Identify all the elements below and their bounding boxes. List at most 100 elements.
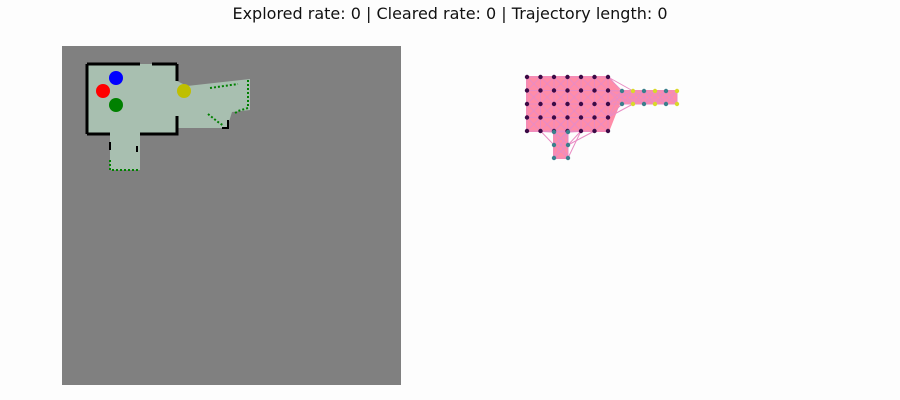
graph-edge (553, 144, 569, 159)
graph-node (565, 74, 570, 80)
graph-node (551, 142, 557, 148)
graph-node (551, 101, 557, 107)
graph-edge (540, 76, 555, 91)
graph-edge (665, 90, 678, 105)
graph-node (641, 101, 647, 107)
graph-node (674, 88, 680, 94)
occupancy-map (62, 46, 401, 385)
graph-edge (621, 90, 645, 105)
graph-node (619, 88, 625, 94)
graph-node (524, 74, 530, 80)
graph-edge (526, 103, 541, 118)
graph-node (652, 101, 658, 107)
graph-edge (594, 90, 609, 105)
graph-node (524, 101, 530, 107)
graph-node (565, 115, 570, 120)
graph-edge (540, 90, 555, 105)
graph-edge (654, 90, 667, 105)
graph-edge (632, 90, 656, 105)
graph-node (652, 88, 658, 94)
graph-node (565, 142, 571, 148)
graph-node (551, 74, 557, 80)
graph-edge (594, 76, 609, 91)
graph-node (592, 101, 597, 107)
graph-node (578, 88, 584, 93)
graph-node (592, 115, 597, 120)
graph-node (551, 88, 557, 93)
agent-red-marker (96, 84, 110, 98)
graph-edge (580, 76, 595, 91)
graph-edge (553, 117, 568, 133)
graph-edge (553, 131, 569, 146)
target-yellow-marker (177, 84, 191, 98)
graph-node (524, 115, 530, 120)
graph-node (663, 88, 669, 94)
graph-edge (567, 117, 582, 133)
graph-node (565, 129, 571, 135)
graph-edge (540, 103, 555, 118)
graph-edge (567, 103, 582, 118)
graph-node (663, 101, 669, 107)
graph-node (578, 101, 584, 107)
graph-node (592, 74, 597, 80)
frontier (109, 80, 249, 171)
graph-edge (580, 117, 595, 132)
graph-node (578, 74, 584, 80)
graph-edge (580, 103, 595, 118)
graph-node (605, 74, 611, 80)
graph-node (619, 101, 625, 107)
status-title: Explored rate: 0 | Cleared rate: 0 | Tra… (232, 4, 668, 23)
graph-node (551, 115, 557, 120)
graph-node (605, 88, 611, 93)
graph-node (524, 128, 530, 134)
wall-east-wing (109, 120, 229, 152)
graph-node (605, 101, 611, 107)
graph-edge (607, 76, 623, 92)
graph-edge (526, 117, 541, 132)
graph-node (578, 115, 584, 120)
graph-edge (643, 90, 667, 105)
graph-node (605, 128, 611, 134)
graph-node (641, 88, 647, 94)
graph-node (565, 101, 570, 107)
graph-edge (540, 117, 555, 132)
graph-edge (553, 76, 568, 91)
graph-edge (553, 103, 568, 118)
graph-edge (632, 90, 645, 105)
graph-node (551, 129, 557, 135)
graph-node (592, 88, 597, 93)
graph-edge (607, 103, 623, 118)
graph-node (538, 128, 543, 134)
graph-node (538, 101, 543, 107)
graph-edge (567, 130, 582, 146)
graph-edge (607, 90, 623, 105)
graph-edge (567, 130, 595, 146)
topology-graph (524, 74, 680, 161)
agent-green-marker (109, 98, 123, 112)
graph-node (565, 88, 570, 93)
graph-node (551, 155, 557, 161)
graph-edge (567, 76, 582, 91)
agent-blue-marker (109, 71, 123, 85)
graph-edge (526, 76, 541, 91)
graph-edge (540, 130, 555, 146)
graph-node (630, 88, 636, 94)
graph-edge (654, 90, 678, 105)
graph-edge (607, 103, 634, 118)
graph-edge (567, 130, 582, 159)
graph-edge (553, 90, 568, 105)
graph-node (674, 101, 680, 107)
graph-edge (621, 90, 634, 105)
graph-nodes (524, 74, 680, 161)
graph-node (538, 74, 543, 80)
graph-edge (643, 90, 656, 105)
graph-edge (594, 103, 609, 118)
graph-node (524, 88, 530, 93)
graph-edge (607, 90, 623, 118)
graph-edge (567, 90, 582, 105)
explored-floor (87, 64, 250, 170)
graph-edge (607, 90, 634, 105)
graph-edge (594, 117, 609, 132)
graph-node (630, 101, 636, 107)
graph-node (538, 88, 543, 93)
